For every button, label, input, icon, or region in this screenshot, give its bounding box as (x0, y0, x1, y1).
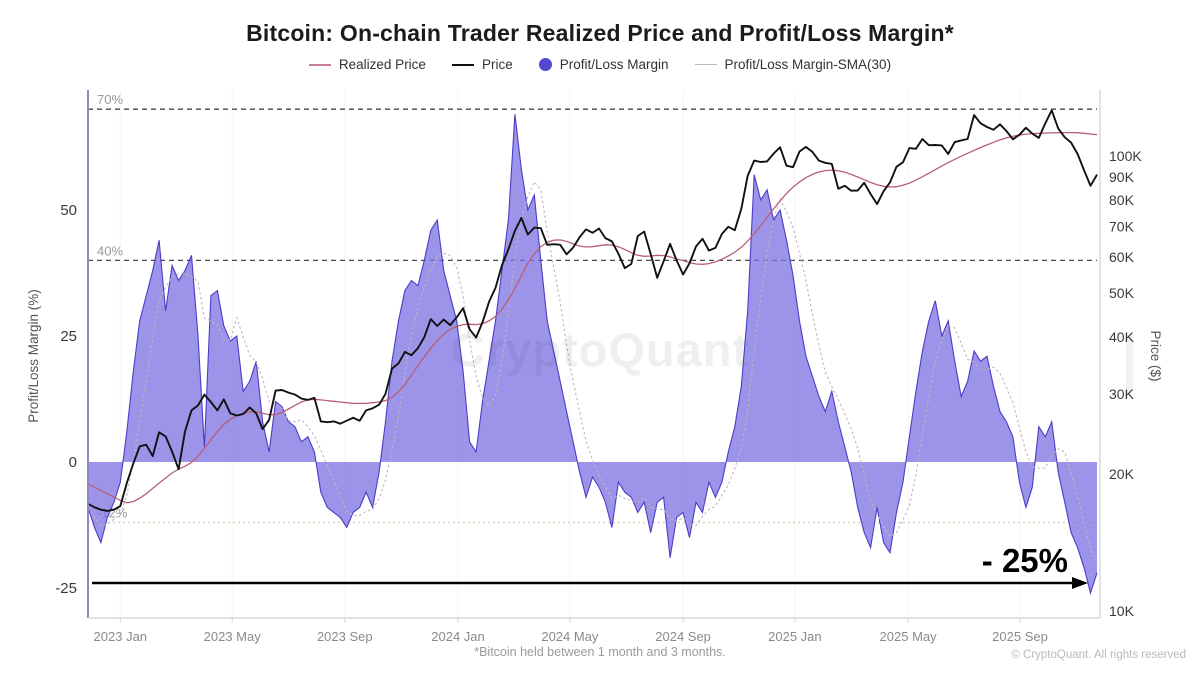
right-axis-tick-label: 50K (1109, 285, 1135, 301)
realized-price-line-swatch-icon (308, 63, 331, 66)
margin-dot-swatch-icon (538, 58, 552, 71)
legend-label: Realized Price (338, 57, 426, 72)
left-axis-tick-label: 25 (60, 328, 77, 345)
left-axis-title: Profit/Loss Margin (%) (26, 289, 41, 423)
legend-label: Profit/Loss Margin-SMA(30) (724, 57, 892, 72)
x-tick-label: 2025 May (880, 629, 938, 644)
right-axis-tick-label: 90K (1109, 169, 1135, 185)
reference-line-label: 40% (97, 243, 123, 258)
margin-line-series (87, 114, 1098, 595)
right-axis-tick-label: 20K (1109, 466, 1135, 482)
legend-item-price[interactable]: Price (451, 57, 513, 72)
left-axis-tick-label: 50 (60, 202, 77, 219)
x-tick-label: 2023 May (204, 629, 262, 644)
sma-line-swatch-icon (694, 64, 717, 65)
minus-25-annotation: - 25% (982, 542, 1068, 579)
right-axis-tick-label: 80K (1109, 192, 1135, 208)
right-axis-tick-label: 10K (1109, 603, 1135, 619)
legend-item-realized-price[interactable]: Realized Price (308, 57, 426, 72)
legend-item-profit-loss-margin[interactable]: Profit/Loss Margin (538, 57, 669, 72)
right-axis-tick-label: 30K (1109, 386, 1135, 402)
x-tick-label: 2025 Jan (768, 629, 822, 644)
right-axis-title: Price ($) (1148, 330, 1163, 381)
realized-price-series (87, 131, 1098, 504)
right-axis-tick-label: 60K (1109, 249, 1135, 265)
price-line-swatch-icon (451, 63, 474, 66)
margin-area-series (88, 114, 1097, 593)
arrow-head-icon (1072, 576, 1088, 589)
left-axis-tick-label: 0 (69, 454, 77, 471)
x-tick-label: 2025 Sep (992, 629, 1048, 644)
x-tick-label: 2023 Jan (94, 629, 148, 644)
legend-label: Price (481, 57, 513, 72)
x-tick-label: 2024 Sep (655, 629, 711, 644)
legend-item-margin-sma30[interactable]: Profit/Loss Margin-SMA(30) (694, 57, 892, 72)
margin-sma30-series (87, 180, 1098, 564)
left-axis-tick-label: -25 (55, 580, 77, 597)
right-axis-tick-label: 70K (1109, 219, 1135, 235)
price-axis-drag-handle-icon[interactable] (1126, 332, 1133, 394)
x-tick-label: 2024 Jan (431, 629, 485, 644)
right-axis-tick-label: 40K (1109, 329, 1135, 345)
price-series (87, 109, 1098, 512)
legend-label: Profit/Loss Margin (559, 57, 669, 72)
x-tick-label: 2023 Sep (317, 629, 373, 644)
chart-legend: Realized Price Price Profit/Loss Margin … (0, 57, 1200, 72)
reference-line-label: 70% (97, 92, 123, 107)
chart-footnote: *Bitcoin held between 1 month and 3 mont… (474, 645, 726, 659)
x-tick-label: 2024 May (541, 629, 599, 644)
page-title: Bitcoin: On-chain Trader Realized Price … (246, 20, 954, 46)
copyright-text: © CryptoQuant. All rights reserved (1011, 649, 1186, 661)
right-axis-tick-label: 100K (1109, 148, 1142, 164)
